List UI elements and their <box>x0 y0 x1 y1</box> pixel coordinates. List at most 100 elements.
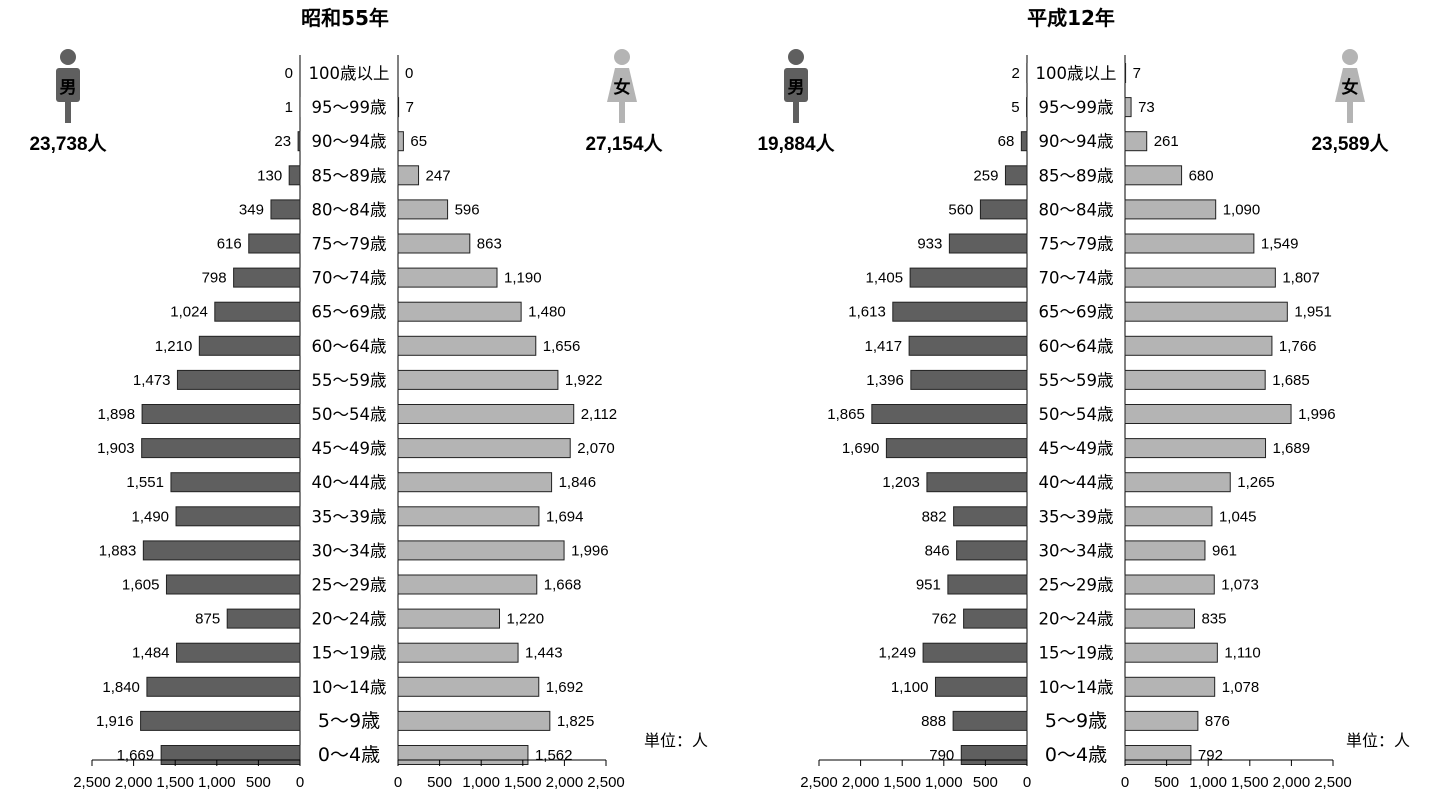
female-bar <box>397 199 449 220</box>
age-label: 95～99歳 <box>1039 98 1114 117</box>
pyramid-right: 平成12年 19,884人 23,589人 単位：人 男 女 100歳以上 2 7 95～… <box>757 6 1410 791</box>
age-label: 30～34歳 <box>312 541 387 560</box>
age-label: 25～29歳 <box>1039 576 1114 595</box>
male-value-label: 1,605 <box>122 577 160 594</box>
age-label: 80～84歳 <box>1039 200 1114 219</box>
male-tick-label: 500 <box>246 774 271 791</box>
male-bar <box>288 165 301 186</box>
male-bar <box>948 233 1028 254</box>
male-value-label: 1,613 <box>848 304 886 321</box>
male-person-icon: 男 <box>56 49 80 123</box>
male-bar <box>141 404 301 424</box>
male-bar <box>910 369 1028 390</box>
age-label: 60～64歳 <box>1039 337 1114 356</box>
female-bar <box>1124 404 1292 424</box>
male-bar <box>140 710 301 731</box>
age-label: 80～84歳 <box>312 200 387 219</box>
female-bar <box>397 438 571 459</box>
female-bar <box>1124 540 1206 561</box>
female-bar <box>397 267 498 288</box>
female-bar <box>1124 97 1132 118</box>
male-value-label: 762 <box>932 611 957 628</box>
female-bar <box>397 369 559 390</box>
male-value-label: 0 <box>285 65 293 82</box>
male-value-label: 1,100 <box>891 679 929 696</box>
age-label: 15～19歳 <box>1039 644 1114 663</box>
male-bar <box>297 131 301 152</box>
female-value-label: 7 <box>1133 65 1141 82</box>
male-value-label: 1,551 <box>126 474 164 491</box>
female-value-label: 1,110 <box>1224 645 1260 662</box>
age-label: 100歳以上 <box>1036 64 1117 83</box>
male-value-label: 1,405 <box>866 270 904 287</box>
female-value-label: 1,996 <box>571 542 609 559</box>
male-value-label: 1,916 <box>96 713 134 730</box>
age-label: 15～19歳 <box>312 644 387 663</box>
pyramid-left: 昭和55年 23,738人 27,154人 単位：人 男 女 100歳以上 0 0 95～… <box>29 6 708 791</box>
male-bar <box>1020 131 1028 152</box>
female-bar <box>1124 63 1127 83</box>
female-bar <box>397 404 575 424</box>
male-bar <box>953 506 1028 527</box>
female-value-label: 65 <box>410 133 427 150</box>
age-label: 75～79歳 <box>1039 235 1114 254</box>
female-value-label: 0 <box>405 65 413 82</box>
female-value-label: 7 <box>406 99 414 116</box>
age-label: 55～59歳 <box>1039 371 1114 390</box>
male-bar <box>908 335 1028 356</box>
female-value-label: 680 <box>1189 167 1214 184</box>
female-bar <box>1124 267 1276 288</box>
age-label: 70～74歳 <box>1039 269 1114 288</box>
female-value-label: 876 <box>1205 713 1230 730</box>
male-bar <box>170 472 301 493</box>
male-tick-label: 0 <box>1023 774 1031 791</box>
age-label: 10～14歳 <box>312 678 387 697</box>
male-value-label: 1,249 <box>879 645 917 662</box>
age-label: 55～59歳 <box>312 371 387 390</box>
female-bar <box>397 608 501 629</box>
male-value-label: 1,024 <box>170 304 208 321</box>
female-value-label: 863 <box>477 236 502 253</box>
male-value-label: 560 <box>948 201 973 218</box>
female-tick-label: 1,000 <box>462 774 500 791</box>
female-value-label: 1,073 <box>1221 577 1259 594</box>
male-bar <box>198 335 301 356</box>
female-value-label: 961 <box>1212 542 1237 559</box>
male-bar <box>214 301 301 322</box>
female-bar <box>1124 438 1267 459</box>
age-label: 100歳以上 <box>309 64 390 83</box>
age-label: 20～24歳 <box>312 610 387 629</box>
person-label: 女 <box>1342 77 1359 98</box>
male-bar <box>142 540 301 561</box>
female-tick-label: 2,000 <box>546 774 584 791</box>
male-value-label: 1,473 <box>133 372 171 389</box>
male-bar <box>909 267 1028 288</box>
female-bar <box>1124 642 1218 663</box>
age-label: 90～94歳 <box>1039 132 1114 151</box>
female-bar <box>397 131 404 152</box>
age-label: 75～79歳 <box>312 235 387 254</box>
age-label: 45～49歳 <box>312 439 387 458</box>
female-value-label: 1,766 <box>1279 338 1317 355</box>
male-tick-label: 1,500 <box>883 774 921 791</box>
female-value-label: 1,265 <box>1237 474 1275 491</box>
female-bar <box>1124 233 1255 254</box>
male-bar <box>963 608 1028 629</box>
age-label: 0～4歳 <box>1045 744 1107 766</box>
age-label: 30～34歳 <box>1039 541 1114 560</box>
male-tick-label: 1,500 <box>156 774 194 791</box>
male-bar <box>141 438 301 459</box>
male-total: 23,738人 <box>29 133 107 155</box>
female-value-label: 1,656 <box>543 338 581 355</box>
male-value-label: 882 <box>922 508 947 525</box>
female-tick-label: 1,500 <box>1231 774 1269 791</box>
female-bar <box>1124 574 1215 595</box>
male-value-label: 5 <box>1011 99 1019 116</box>
female-value-label: 792 <box>1198 747 1223 764</box>
female-tick-label: 2,500 <box>1314 774 1352 791</box>
female-bar <box>1124 676 1216 697</box>
male-tick-label: 1,000 <box>925 774 963 791</box>
female-tick-label: 500 <box>427 774 452 791</box>
male-value-label: 1,669 <box>117 747 155 764</box>
female-bar <box>1124 472 1231 493</box>
